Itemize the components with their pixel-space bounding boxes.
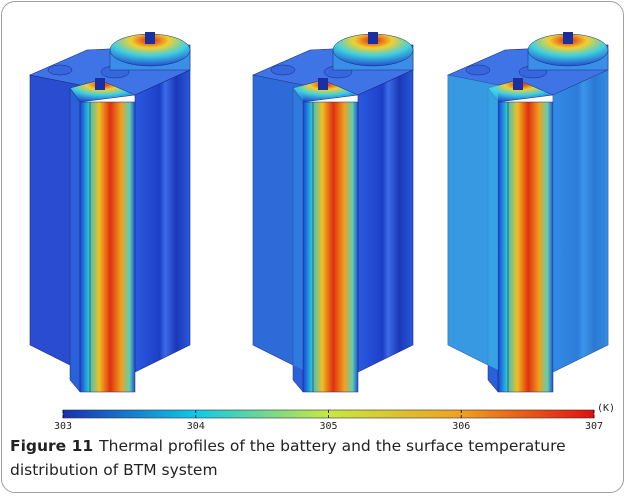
caption-label: Figure 11 bbox=[10, 437, 93, 455]
colorbar-tick-label: 306 bbox=[452, 421, 470, 432]
overlay bbox=[448, 75, 498, 370]
overlay bbox=[553, 70, 608, 372]
colorbar-tick-label: 304 bbox=[187, 421, 205, 432]
colorbar-tick-label: 303 bbox=[54, 421, 72, 432]
caption-text: Thermal profiles of the battery and the … bbox=[10, 437, 566, 479]
colorbar-tick-label: 307 bbox=[585, 421, 603, 432]
colorbar-tick-label: 305 bbox=[319, 421, 337, 432]
battery-profile bbox=[30, 32, 190, 392]
page: (K) 303 304 305 306 307 Figure 11Thermal pro… bbox=[0, 0, 627, 496]
colorbar-unit: (K) bbox=[597, 403, 615, 414]
overlay bbox=[253, 75, 303, 370]
figure: (K) 303 304 305 306 307 bbox=[0, 0, 627, 496]
